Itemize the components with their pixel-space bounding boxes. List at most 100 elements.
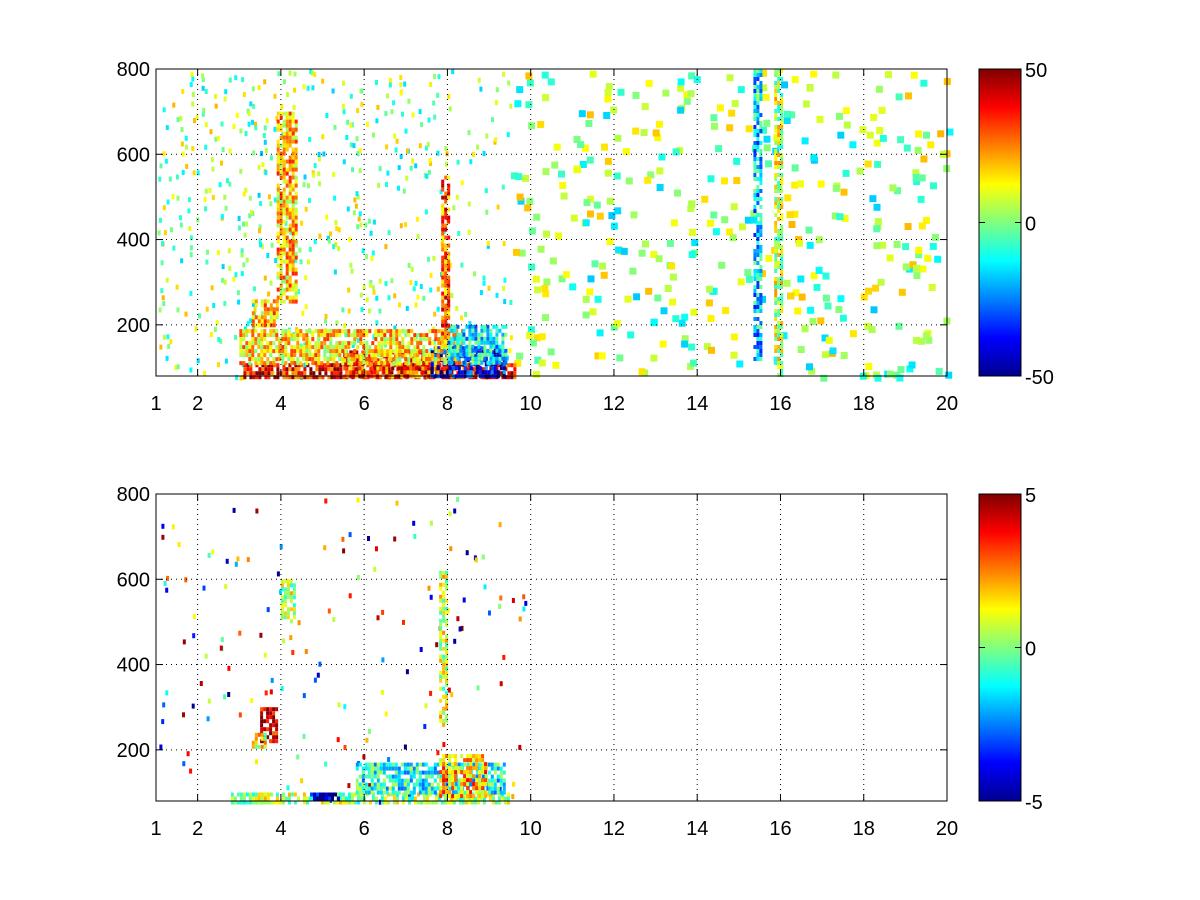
heat-cell xyxy=(484,778,488,783)
noise-cell xyxy=(263,275,267,281)
heat-cell xyxy=(356,333,360,338)
heat-cell xyxy=(774,73,778,77)
noise-cell xyxy=(711,122,718,130)
noise-cell xyxy=(511,598,515,603)
heat-cell xyxy=(756,109,760,113)
noise-cell xyxy=(797,275,805,283)
heat-cell xyxy=(370,786,374,791)
heat-cell xyxy=(368,329,372,334)
heat-cell xyxy=(248,341,252,346)
heat-cell xyxy=(455,361,459,366)
heat-cell xyxy=(379,790,383,795)
heat-cell xyxy=(305,800,309,805)
heat-cell xyxy=(478,350,482,355)
heat-cell xyxy=(276,195,280,200)
heat-cell xyxy=(285,127,289,132)
heat-cell xyxy=(292,607,296,612)
noise-cell xyxy=(360,101,364,107)
noise-cell xyxy=(934,255,942,263)
heat-cell xyxy=(482,796,486,801)
heat-cell xyxy=(774,101,778,105)
heat-cell xyxy=(315,375,319,380)
heat-cell xyxy=(330,363,334,368)
heat-cell xyxy=(367,774,371,779)
heat-cell xyxy=(276,127,280,132)
noise-cell xyxy=(534,286,542,294)
heat-cell xyxy=(477,360,481,365)
noise-cell xyxy=(362,754,366,760)
heat-cell xyxy=(291,243,295,248)
heat-cell xyxy=(370,770,374,775)
heat-cell xyxy=(338,349,342,354)
heat-cell xyxy=(439,686,443,691)
heat-cell xyxy=(458,361,462,366)
heat-cell xyxy=(442,666,446,671)
heat-cell xyxy=(444,251,448,256)
noise-cell xyxy=(415,216,419,222)
axes-frame xyxy=(155,68,948,377)
heat-cell xyxy=(484,782,488,787)
heat-cell xyxy=(374,796,378,801)
heat-cell xyxy=(463,770,467,775)
heat-cell xyxy=(294,219,298,224)
heat-cell xyxy=(777,245,781,249)
noise-cell xyxy=(813,283,821,291)
heat-cell xyxy=(275,739,279,744)
heat-cell xyxy=(338,353,342,358)
heat-cell xyxy=(759,257,763,261)
noise-cell xyxy=(223,279,227,285)
heat-cell xyxy=(442,654,446,659)
heat-cell xyxy=(394,762,398,767)
heat-cell xyxy=(281,361,285,366)
heat-cell xyxy=(445,622,449,627)
heat-cell xyxy=(276,163,280,168)
noise-cell xyxy=(414,280,418,286)
heat-cell xyxy=(444,291,448,296)
heat-cell xyxy=(493,770,497,775)
heat-cell xyxy=(777,69,781,73)
heat-cell xyxy=(501,336,505,341)
noise-cell xyxy=(791,210,799,218)
heat-cell xyxy=(487,778,491,783)
heat-cell xyxy=(759,113,763,117)
noise-cell xyxy=(161,523,165,529)
heat-cell xyxy=(347,341,351,346)
noise-cell xyxy=(234,272,238,278)
noise-cell xyxy=(332,171,336,177)
heat-cell xyxy=(441,243,445,248)
noise-cell xyxy=(493,139,497,145)
heat-region xyxy=(230,792,510,805)
heat-cell xyxy=(466,766,470,771)
heat-cell xyxy=(285,275,289,280)
noise-cell xyxy=(239,168,243,174)
heat-cell xyxy=(415,770,419,775)
noise-cell xyxy=(805,226,813,234)
heat-cell xyxy=(489,348,493,353)
heat-cell xyxy=(272,349,276,354)
heat-cell xyxy=(291,295,295,300)
noise-cell xyxy=(364,222,368,228)
heat-cell xyxy=(358,782,362,787)
noise-cell xyxy=(414,163,418,169)
heat-cell xyxy=(288,215,292,220)
heat-cell xyxy=(285,135,289,140)
heat-cell xyxy=(269,311,273,316)
heat-cell xyxy=(280,587,284,592)
noise-cell xyxy=(228,181,232,187)
noise-cell xyxy=(219,338,223,344)
heat-cell xyxy=(294,175,298,180)
heat-cell xyxy=(279,135,283,140)
heat-cell xyxy=(266,727,270,732)
noise-cell xyxy=(477,77,481,83)
noise-cell xyxy=(878,106,886,114)
heat-cell xyxy=(242,353,246,358)
heat-cell xyxy=(431,800,435,805)
heat-cell xyxy=(499,778,503,783)
noise-cell xyxy=(551,161,559,169)
noise-cell xyxy=(498,603,502,609)
heat-cell xyxy=(472,754,476,759)
heat-cell xyxy=(481,790,485,795)
heat-cell xyxy=(470,800,474,805)
heat-cell xyxy=(759,269,763,273)
heat-cell xyxy=(401,796,405,801)
